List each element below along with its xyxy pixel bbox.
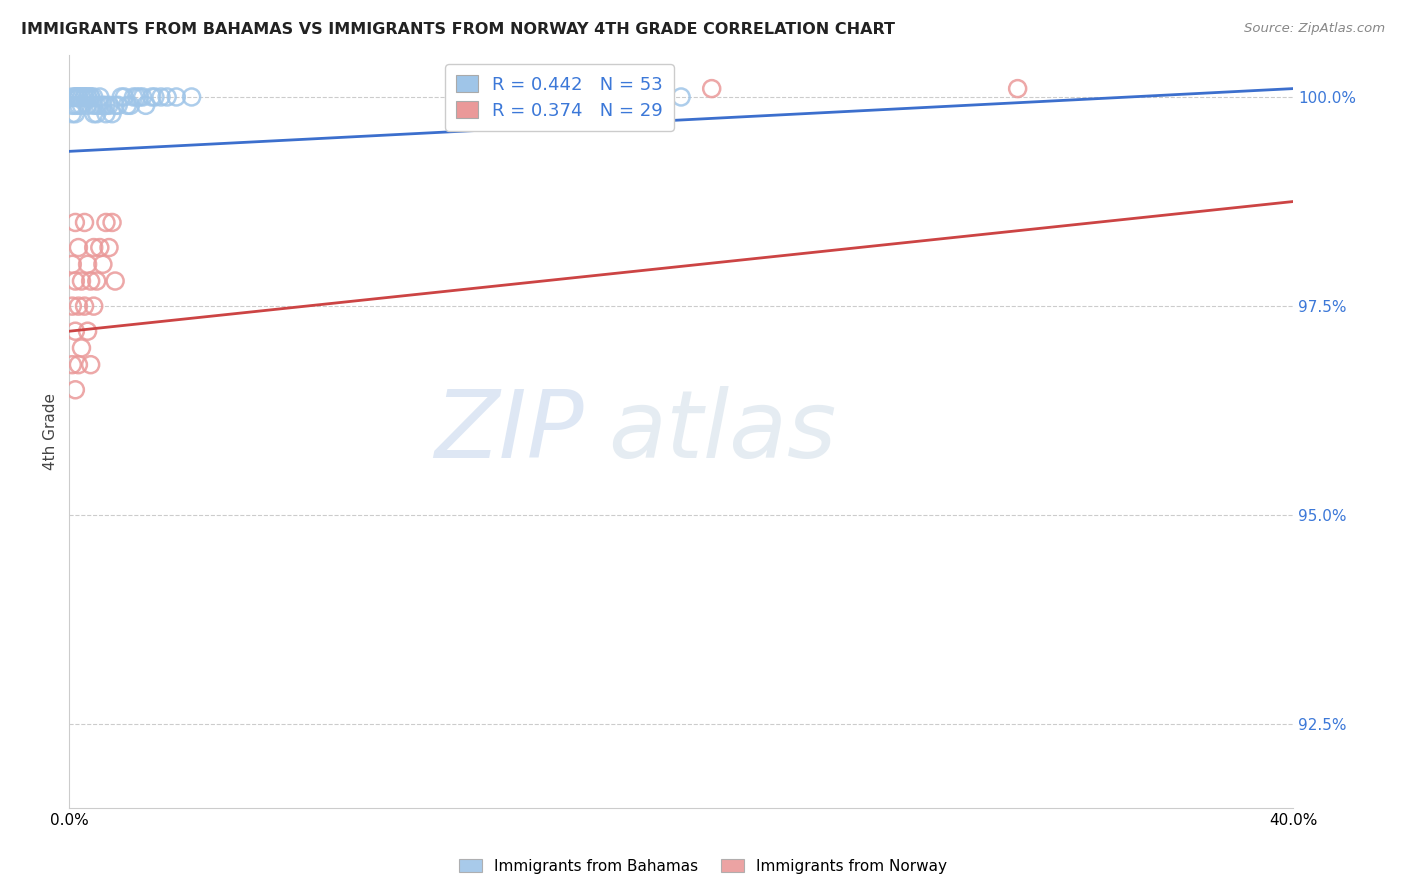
Point bbox=[101, 215, 124, 229]
Point bbox=[120, 98, 142, 112]
Legend: Immigrants from Bahamas, Immigrants from Norway: Immigrants from Bahamas, Immigrants from… bbox=[453, 853, 953, 880]
Point bbox=[65, 324, 87, 338]
Point bbox=[83, 299, 105, 313]
Point bbox=[70, 90, 93, 104]
Point bbox=[65, 90, 87, 104]
Point bbox=[67, 90, 90, 104]
Point bbox=[73, 90, 96, 104]
Point bbox=[65, 274, 87, 288]
Point bbox=[60, 299, 83, 313]
Point bbox=[104, 98, 127, 112]
Point bbox=[73, 90, 96, 104]
Point bbox=[79, 274, 101, 288]
Point bbox=[700, 81, 723, 95]
Point bbox=[131, 90, 153, 104]
Point bbox=[86, 274, 108, 288]
Point bbox=[83, 90, 105, 104]
Point bbox=[60, 106, 83, 120]
Point bbox=[94, 106, 117, 120]
Point bbox=[76, 90, 98, 104]
Point bbox=[67, 90, 90, 104]
Point bbox=[83, 106, 105, 120]
Point bbox=[165, 90, 187, 104]
Point bbox=[112, 90, 135, 104]
Point bbox=[94, 215, 117, 229]
Point bbox=[70, 274, 93, 288]
Point bbox=[669, 90, 692, 104]
Point bbox=[79, 358, 101, 372]
Point bbox=[122, 90, 145, 104]
Point bbox=[180, 90, 202, 104]
Text: IMMIGRANTS FROM BAHAMAS VS IMMIGRANTS FROM NORWAY 4TH GRADE CORRELATION CHART: IMMIGRANTS FROM BAHAMAS VS IMMIGRANTS FR… bbox=[21, 22, 896, 37]
Point bbox=[60, 257, 83, 271]
Point bbox=[86, 98, 108, 112]
Point bbox=[89, 90, 111, 104]
Point bbox=[76, 98, 98, 112]
Point bbox=[110, 90, 132, 104]
Point bbox=[83, 241, 105, 255]
Point bbox=[104, 274, 127, 288]
Point bbox=[76, 324, 98, 338]
Point bbox=[150, 90, 173, 104]
Point bbox=[83, 98, 105, 112]
Point bbox=[73, 90, 96, 104]
Point bbox=[70, 90, 93, 104]
Point bbox=[67, 90, 90, 104]
Point bbox=[73, 299, 96, 313]
Point bbox=[67, 98, 90, 112]
Point bbox=[65, 90, 87, 104]
Point bbox=[89, 98, 111, 112]
Point bbox=[89, 241, 111, 255]
Point bbox=[73, 215, 96, 229]
Text: Source: ZipAtlas.com: Source: ZipAtlas.com bbox=[1244, 22, 1385, 36]
Point bbox=[86, 106, 108, 120]
Point bbox=[94, 98, 117, 112]
Y-axis label: 4th Grade: 4th Grade bbox=[44, 393, 58, 470]
Text: atlas: atlas bbox=[607, 386, 837, 477]
Point bbox=[79, 90, 101, 104]
Point bbox=[70, 341, 93, 355]
Point bbox=[76, 90, 98, 104]
Point bbox=[60, 98, 83, 112]
Point bbox=[76, 257, 98, 271]
Point bbox=[98, 241, 121, 255]
Legend: R = 0.442   N = 53, R = 0.374   N = 29: R = 0.442 N = 53, R = 0.374 N = 29 bbox=[446, 64, 673, 130]
Point bbox=[98, 98, 121, 112]
Point bbox=[117, 98, 139, 112]
Point bbox=[91, 257, 114, 271]
Point bbox=[101, 106, 124, 120]
Point bbox=[107, 98, 129, 112]
Point bbox=[91, 98, 114, 112]
Point bbox=[65, 383, 87, 397]
Point bbox=[79, 90, 101, 104]
Point bbox=[67, 241, 90, 255]
Point bbox=[67, 299, 90, 313]
Point bbox=[135, 98, 157, 112]
Point bbox=[70, 98, 93, 112]
Point bbox=[65, 98, 87, 112]
Point bbox=[143, 90, 166, 104]
Point bbox=[60, 90, 83, 104]
Point bbox=[60, 358, 83, 372]
Point bbox=[128, 90, 150, 104]
Point bbox=[156, 90, 179, 104]
Point bbox=[65, 215, 87, 229]
Text: ZIP: ZIP bbox=[433, 386, 583, 477]
Point bbox=[141, 90, 163, 104]
Point bbox=[67, 358, 90, 372]
Point bbox=[67, 90, 90, 104]
Point bbox=[125, 90, 148, 104]
Point bbox=[65, 106, 87, 120]
Point bbox=[1007, 81, 1029, 95]
